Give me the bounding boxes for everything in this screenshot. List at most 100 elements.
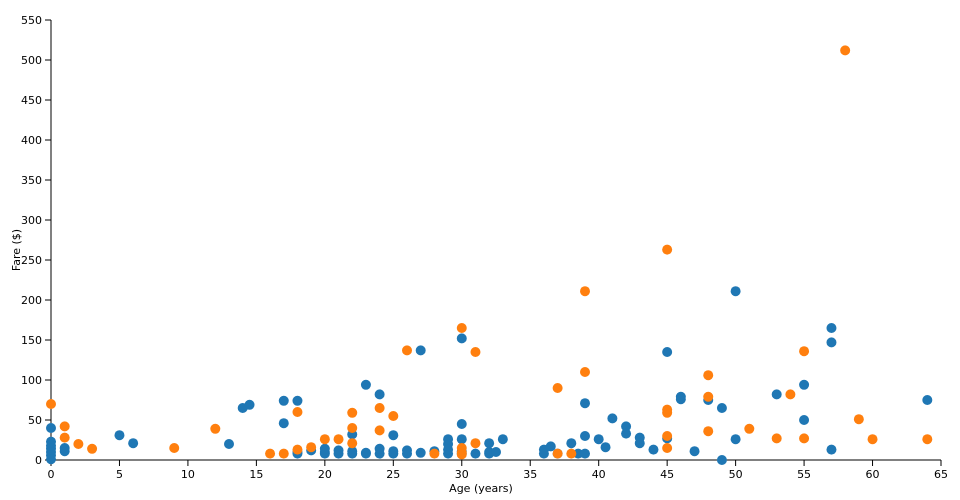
data-point [443,444,454,455]
y-tick-label: 200 [21,294,42,307]
x-tick-label: 30 [455,468,469,481]
data-point [333,445,344,456]
data-point [470,438,481,449]
data-point [333,434,344,445]
data-point [388,446,399,457]
data-point [853,414,864,425]
data-point [278,395,289,406]
data-point [360,379,371,390]
x-tick-label: 55 [797,468,811,481]
data-point [360,448,371,459]
data-point [566,438,577,449]
data-point [374,403,385,413]
data-point [59,432,70,443]
data-point [826,444,837,455]
data-point [867,434,878,445]
data-point [210,423,221,434]
y-tick-label: 450 [21,94,42,107]
data-point [347,407,358,418]
y-tick-label: 100 [21,374,42,387]
data-point [621,421,632,432]
y-ticks: 0 50 100 150 200 250 300 350 400 450 500 550 [21,14,51,467]
data-point [580,431,590,441]
x-tick-label: 15 [249,468,263,481]
data-point [922,395,933,405]
x-tick-label: 60 [866,468,880,481]
x-tick-label: 40 [592,468,606,481]
data-point [730,286,741,297]
data-point [580,448,590,459]
data-point [388,411,399,421]
data-point [374,425,385,436]
data-point [484,447,495,457]
data-point [484,438,495,449]
data-point [59,421,70,432]
data-point [662,443,673,453]
x-ticks: 0 5 10 15 20 25 30 35 40 45 50 55 60 65 [48,460,948,481]
data-point [566,448,577,459]
data-point [922,434,933,445]
data-point [470,448,481,459]
y-tick-label: 500 [21,54,42,67]
x-tick-label: 50 [729,468,743,481]
data-point [799,346,810,357]
x-tick-label: 20 [318,468,332,481]
data-point [224,439,234,449]
data-point [552,448,563,459]
data-point [456,434,467,445]
data-point [278,448,289,459]
axes [50,20,941,461]
data-point [580,398,590,409]
data-point [785,389,796,400]
data-point [244,399,255,410]
data-point [799,415,810,425]
data-point [826,337,837,348]
data-point [538,448,549,459]
data-point [662,347,673,357]
data-point [402,445,412,456]
y-tick-label: 0 [35,454,42,467]
data-point [730,434,741,445]
y-tick-label: 150 [21,334,42,347]
data-point [545,441,556,452]
data-point [59,443,70,453]
data-point [771,433,782,444]
y-tick-label: 50 [28,414,42,427]
data-point [662,244,673,255]
data-point [388,430,399,441]
data-point [580,367,590,377]
data-point [319,443,330,454]
y-tick-label: 350 [21,174,42,187]
data-point [716,455,727,465]
data-point [600,442,611,453]
data-point [593,434,604,445]
data-point [573,448,584,459]
data-point [46,454,56,465]
x-tick-label: 25 [386,468,400,481]
data-point [634,438,645,449]
data-point [73,439,84,449]
data-point [415,345,426,356]
x-tick-label: 5 [116,468,123,481]
data-point [703,370,714,381]
x-tick-label: 45 [660,468,674,481]
x-tick-label: 65 [934,468,948,481]
data-point [580,286,590,297]
data-point [716,403,727,413]
y-tick-label: 550 [21,14,42,27]
data-point [703,391,714,402]
data-point [292,395,303,406]
x-axis-title: Age (years) [449,482,513,495]
x-tick-label: 0 [48,468,55,481]
data-point [703,426,714,437]
data-point [675,394,686,405]
data-point [319,434,330,445]
data-point [429,448,440,459]
data-point [799,433,810,444]
data-point [456,419,467,429]
data-point [744,423,755,434]
y-tick-label: 250 [21,254,42,267]
data-point [278,418,289,429]
data-point [374,443,385,454]
